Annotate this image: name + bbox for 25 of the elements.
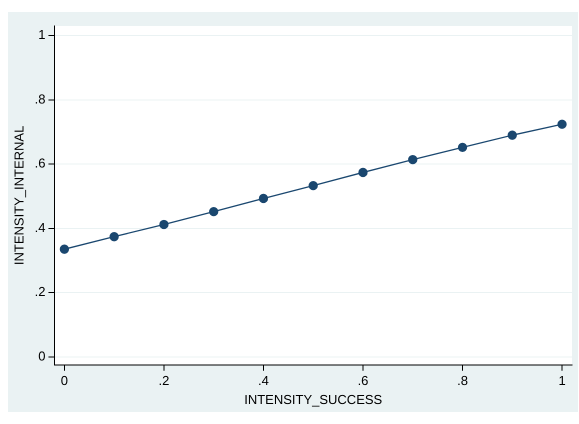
x-tick-label: 1 [558, 373, 566, 388]
point [60, 244, 70, 254]
point [209, 206, 218, 216]
point [458, 142, 468, 152]
y-tick-label: .2 [34, 284, 46, 300]
x-tick-label: 0 [60, 373, 68, 388]
point [110, 232, 119, 242]
x-axis-title: INTENSITY_SUCCESS [244, 392, 383, 407]
x-tick-label: .8 [457, 373, 468, 388]
point [557, 120, 567, 129]
point [159, 220, 169, 230]
x-tick-label: .4 [258, 373, 269, 388]
y-tick-label: 0 [38, 348, 46, 364]
x-tick-label: .6 [358, 373, 368, 388]
point [408, 154, 418, 164]
y-tick-label: .6 [34, 156, 46, 171]
point [258, 194, 268, 204]
point [508, 130, 517, 140]
x-tick-label: .2 [158, 373, 170, 388]
point [358, 168, 368, 178]
y-tick-label: .4 [34, 220, 46, 235]
point [308, 180, 318, 190]
y-axis-title: INTENSITY_INTERNAL [11, 126, 26, 266]
y-tick-label: .8 [34, 91, 46, 106]
y-tick-label: 1 [38, 27, 46, 42]
